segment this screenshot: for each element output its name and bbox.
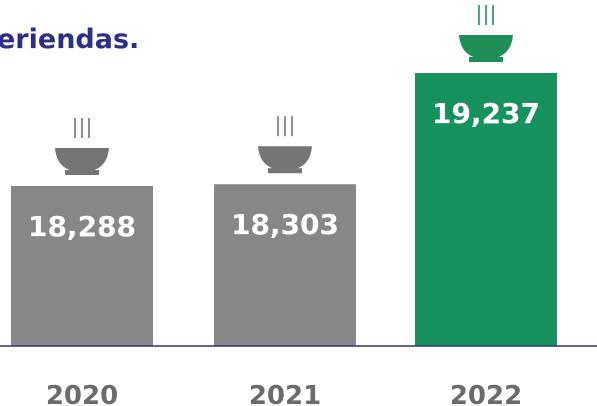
bar-2020: [11, 186, 153, 346]
x-tick-labels: 2020 2021 2022: [46, 381, 522, 406]
x-tick-label-2020: 2020: [46, 381, 118, 406]
bar-group-2021: 18,303: [214, 116, 356, 346]
value-label-2021: 18,303: [231, 208, 339, 241]
steaming-bowl-icon: [459, 5, 513, 62]
chart-subtitle: eriendas.: [0, 24, 139, 55]
bar-2022: [415, 73, 557, 346]
bar-2021: [214, 184, 356, 346]
bars-layer: 18,288 18,303 19,237: [11, 5, 557, 346]
chart-header: eriendas.: [0, 24, 139, 55]
bar-group-2022: 19,237: [415, 5, 557, 346]
value-label-2022: 19,237: [432, 97, 540, 130]
steaming-bowl-icon: [258, 116, 312, 174]
x-tick-label-2021: 2021: [249, 381, 321, 406]
value-label-2020: 18,288: [28, 210, 136, 243]
bar-group-2020: 18,288: [11, 118, 153, 346]
x-tick-label-2022: 2022: [450, 381, 522, 406]
steaming-bowl-icon: [55, 118, 109, 175]
